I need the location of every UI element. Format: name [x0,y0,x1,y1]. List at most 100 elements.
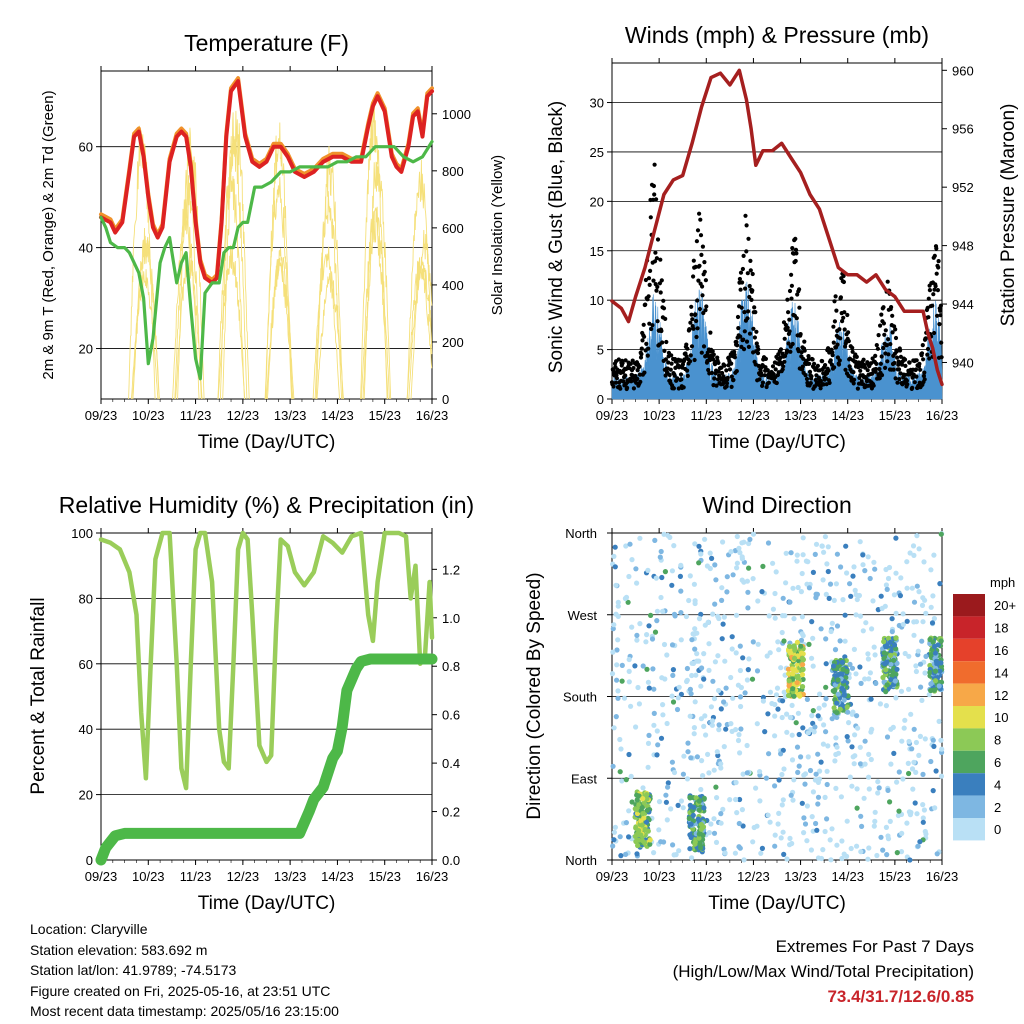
direction-point [778,665,784,671]
gust-point [698,217,703,222]
gust-point [741,337,746,342]
gust-point [697,263,702,268]
direction-point [780,797,786,803]
direction-point [794,639,801,646]
gust-point [806,356,812,362]
direction-point [645,679,652,685]
solar-trace [312,246,340,400]
direction-point [794,552,800,558]
gust-point [682,357,687,362]
direction-point [746,540,752,547]
direction-point [798,589,805,595]
gust-point [748,258,753,263]
station-info: Location: Claryville Station elevation: … [30,919,339,1022]
solar-trace [217,156,245,400]
gust-point [892,360,897,366]
direction-point [646,623,652,629]
gust-point [823,376,828,381]
gust-point [842,327,847,332]
y-tick-label: 20 [79,788,93,803]
gust-point [743,213,748,218]
direction-point [687,802,693,809]
direction-point [611,553,617,560]
direction-point [847,581,853,587]
gust-point [903,363,908,368]
gust-point [703,308,708,313]
direction-point [790,797,796,803]
direction-point [865,651,871,657]
direction-point [694,630,700,636]
direction-point [734,560,741,566]
direction-point [820,577,826,583]
direction-point [878,834,884,840]
direction-point [824,768,830,774]
direction-point [758,850,764,856]
direction-point [721,744,727,750]
direction-point [646,685,652,691]
gust-point [663,357,669,362]
gust-point [753,310,758,315]
direction-point [745,605,751,611]
y2-tick-label: 952 [952,180,974,195]
colorbar-label: 8 [994,733,1001,748]
direction-point [904,559,910,565]
extremes-values: 73.4/31.7/12.6/0.85 [827,987,974,1006]
direction-point [930,593,936,599]
gust-point [742,329,747,334]
gust-point [905,382,910,387]
direction-point [678,637,684,643]
direction-point [887,799,893,805]
chart-title: Wind Direction [702,492,852,518]
gust-point [932,330,937,336]
direction-point [642,826,648,833]
gust-point [712,376,717,381]
solar-trace [362,206,390,400]
y-tick-label: 100 [71,526,93,541]
direction-point [697,841,703,848]
direction-point [644,632,650,638]
gust-point [693,312,698,317]
gust-point [654,256,660,261]
direction-point [799,684,806,690]
direction-point [718,761,724,767]
direction-point [610,626,616,632]
direction-point [787,835,793,842]
direction-point [917,661,924,667]
direction-point [852,732,858,738]
direction-point [780,829,786,835]
direction-point [853,592,859,598]
direction-point [790,671,796,677]
direction-point [678,691,685,697]
direction-point [740,823,746,829]
direction-point [737,550,743,556]
direction-point [745,667,751,673]
direction-point [610,763,616,769]
direction-point [891,642,898,648]
gust-point [914,358,919,363]
direction-point [922,597,928,603]
direction-point [610,843,616,849]
direction-point [776,647,782,653]
gust-point [684,342,689,347]
gust-point [782,359,787,364]
gust-point [927,356,932,361]
direction-point [831,705,837,711]
gust-point [809,374,814,379]
gust-point [708,330,713,335]
gust-point [913,367,919,372]
gust-point [886,352,891,357]
gust-point [685,346,690,351]
direction-point [786,671,792,677]
gust-point [630,358,635,363]
gust-point [889,305,894,310]
direction-point [915,843,921,849]
gust-point [691,274,696,279]
direction-point [764,653,770,659]
direction-point [783,580,789,586]
gust-point [854,354,859,359]
direction-point [889,629,895,635]
direction-point [651,850,657,856]
direction-point [899,738,905,744]
x-tick-label: 12/23 [737,408,770,423]
gust-point [795,292,800,297]
